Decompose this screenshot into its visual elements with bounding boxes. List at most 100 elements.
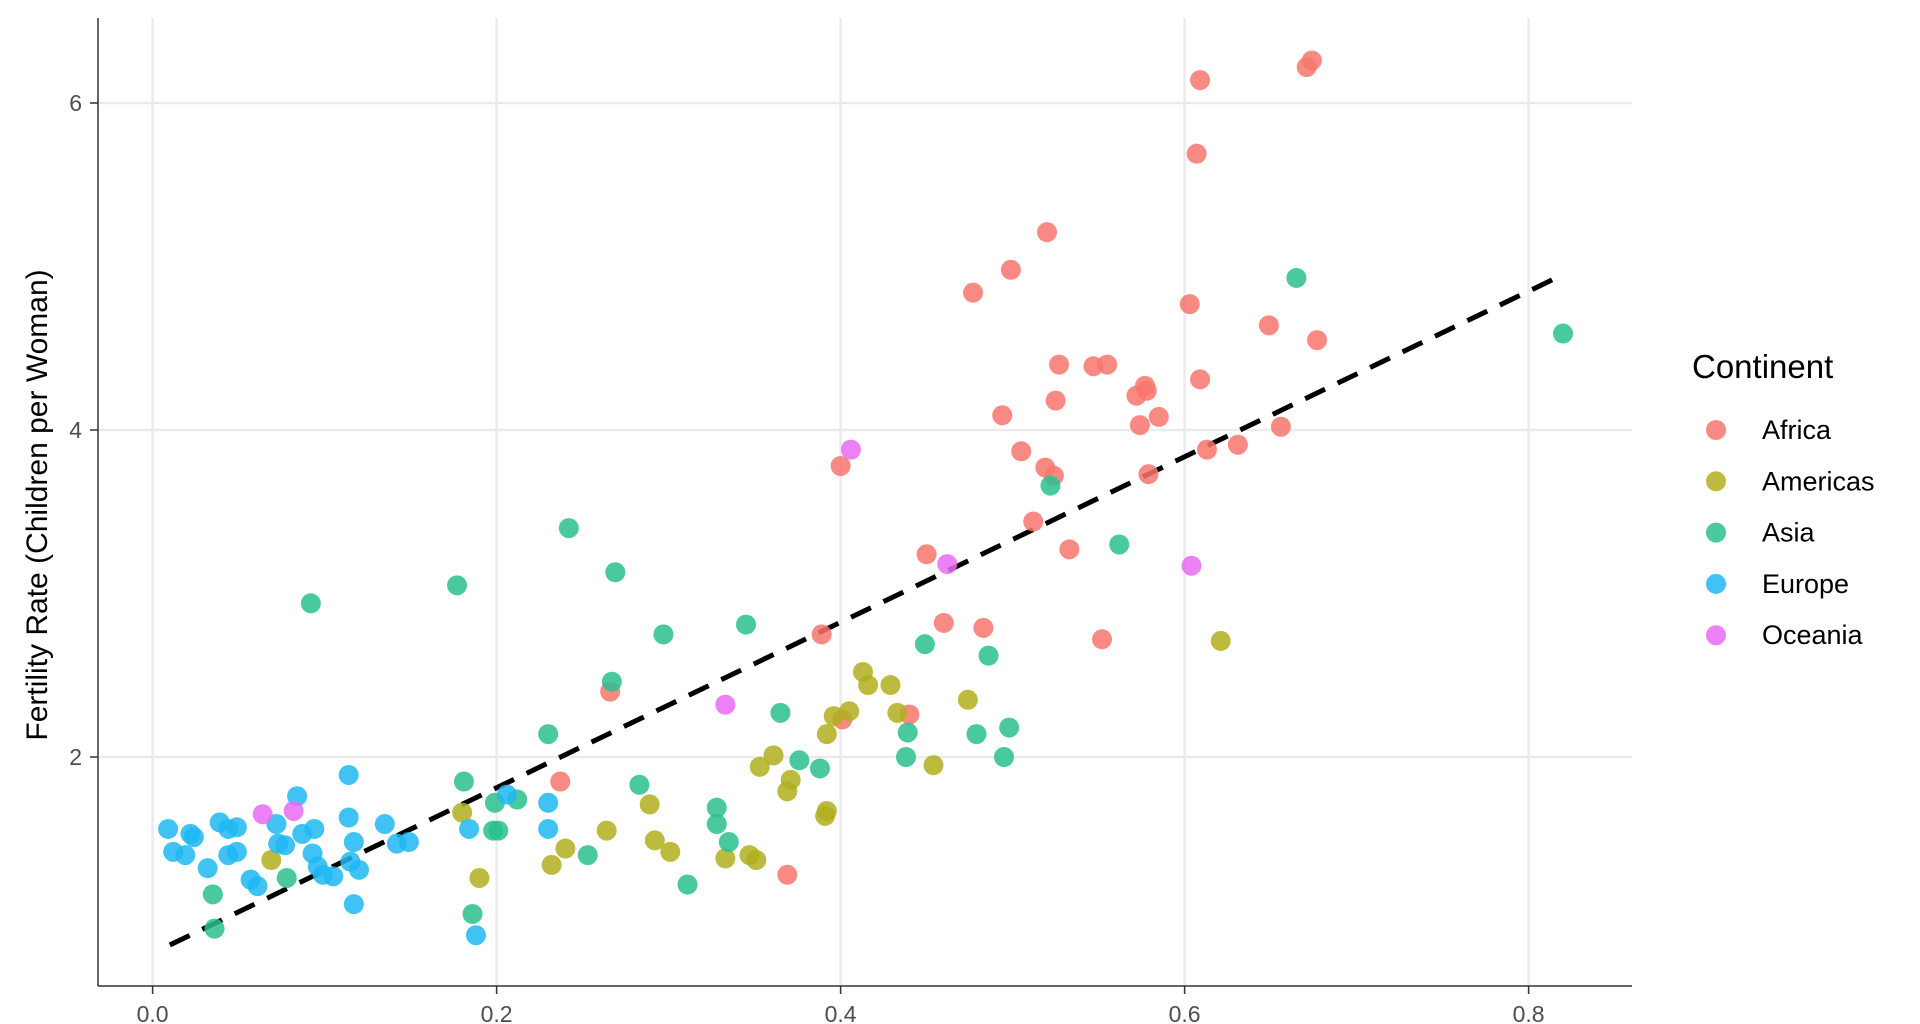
data-point-asia xyxy=(966,724,987,745)
data-point-europe xyxy=(398,832,419,853)
data-point-americas xyxy=(1210,630,1231,651)
x-tick-label: 0.0 xyxy=(137,1001,169,1024)
data-point-europe xyxy=(459,818,480,839)
data-point-asia xyxy=(629,774,650,795)
data-point-africa xyxy=(973,617,994,638)
data-point-asia xyxy=(677,874,698,895)
y-tick-label: 6 xyxy=(69,90,82,116)
legend-key-europe xyxy=(1706,573,1726,594)
data-point-europe xyxy=(349,859,369,880)
legend-key-africa xyxy=(1706,420,1726,440)
data-point-africa xyxy=(1011,441,1032,462)
data-point-africa xyxy=(1179,294,1200,315)
data-point-oceania xyxy=(283,800,304,821)
data-point-americas xyxy=(555,838,576,859)
data-point-asia xyxy=(789,750,810,771)
data-point-africa xyxy=(777,864,798,885)
legend-key-asia xyxy=(1706,522,1726,543)
data-point-asia xyxy=(462,903,483,924)
data-point-africa xyxy=(963,282,984,303)
data-point-europe xyxy=(292,823,313,844)
data-point-africa xyxy=(550,771,571,792)
data-point-europe xyxy=(183,827,204,848)
data-point-asia xyxy=(770,702,791,723)
data-point-europe xyxy=(275,835,296,856)
data-point-africa xyxy=(916,544,937,565)
data-point-asia xyxy=(276,867,297,888)
data-point-europe xyxy=(374,814,395,835)
y-tick-label: 4 xyxy=(69,417,82,443)
trend-line xyxy=(168,272,1565,948)
legend-title: Continent xyxy=(1692,348,1833,385)
data-point-europe xyxy=(338,764,359,785)
data-point-africa xyxy=(1190,369,1211,390)
data-point-asia xyxy=(204,918,225,939)
data-point-africa xyxy=(1196,439,1217,460)
data-point-americas xyxy=(541,854,562,875)
data-point-asia xyxy=(718,832,739,853)
data-point-africa xyxy=(1190,70,1211,91)
data-point-asia xyxy=(447,575,468,596)
data-point-asia xyxy=(897,722,918,743)
data-point-africa xyxy=(1186,143,1207,164)
data-point-europe xyxy=(197,858,218,879)
points-group xyxy=(158,50,1573,946)
data-point-asia xyxy=(999,717,1020,738)
data-point-europe xyxy=(465,925,486,946)
data-point-africa xyxy=(811,624,832,645)
data-point-africa xyxy=(1129,415,1150,436)
data-point-asia xyxy=(453,771,474,792)
data-point-africa xyxy=(992,405,1013,426)
data-point-asia xyxy=(994,747,1014,767)
data-point-europe xyxy=(323,866,344,887)
data-point-oceania xyxy=(840,439,861,460)
data-point-asia xyxy=(653,624,674,645)
data-point-americas xyxy=(763,745,784,766)
data-point-africa xyxy=(830,455,851,476)
data-point-americas xyxy=(839,701,860,722)
x-tick-label: 0.2 xyxy=(481,1001,513,1024)
legend-label-europe: Europe xyxy=(1762,569,1849,599)
legend-key-americas xyxy=(1706,471,1726,492)
legend-label-americas: Americas xyxy=(1762,466,1875,496)
data-point-africa xyxy=(1136,380,1157,401)
data-point-asia xyxy=(605,562,626,583)
data-point-africa xyxy=(1270,416,1291,437)
data-point-asia xyxy=(706,797,727,818)
data-point-americas xyxy=(880,675,901,696)
legend-label-asia: Asia xyxy=(1762,518,1816,548)
data-point-americas xyxy=(469,867,490,888)
y-axis-label: Fertility Rate (Children per Woman) xyxy=(21,269,54,740)
data-point-americas xyxy=(749,756,770,777)
data-point-asia xyxy=(483,820,504,841)
data-point-africa xyxy=(1307,330,1328,351)
data-point-africa xyxy=(1045,390,1066,411)
data-point-asia xyxy=(601,671,622,692)
data-point-europe xyxy=(338,807,359,828)
data-point-asia xyxy=(1286,267,1307,288)
data-point-americas xyxy=(823,706,844,727)
data-point-oceania xyxy=(937,554,958,575)
data-point-europe xyxy=(218,818,239,839)
data-point-americas xyxy=(452,802,473,823)
data-point-asia xyxy=(978,645,999,666)
data-point-asia xyxy=(914,634,935,655)
data-point-africa xyxy=(1148,406,1169,427)
x-tick-label: 0.6 xyxy=(1169,1001,1201,1024)
data-point-asia xyxy=(558,518,579,539)
data-point-asia xyxy=(895,747,916,767)
axes: 0.0 0.2 0.4 0.6 0.8 2 4 6 xyxy=(69,18,1632,1024)
data-point-oceania xyxy=(1181,555,1202,576)
data-point-asia xyxy=(736,614,756,635)
data-point-africa xyxy=(933,612,954,633)
data-point-europe xyxy=(226,841,247,862)
data-point-europe xyxy=(538,818,559,839)
data-point-americas xyxy=(639,794,660,815)
data-point-asia xyxy=(202,884,223,905)
data-point-oceania xyxy=(715,694,736,715)
data-point-americas xyxy=(596,820,617,841)
data-point-asia xyxy=(300,593,321,614)
legend-key-oceania xyxy=(1706,625,1726,646)
data-point-americas xyxy=(746,850,767,871)
data-point-africa xyxy=(1296,57,1317,78)
